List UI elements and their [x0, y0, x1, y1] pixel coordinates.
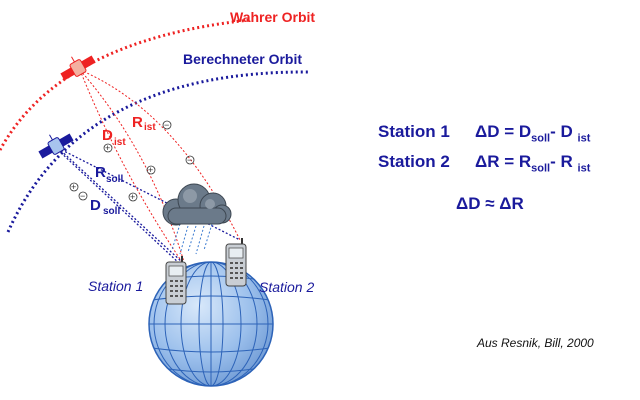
station-2-label: Station 2	[259, 279, 314, 295]
svg-text:R: R	[95, 164, 106, 181]
charge-signs	[69, 120, 195, 202]
formula-station-1: Station 1 ΔD = Dsoll- D ist	[378, 122, 591, 145]
svg-text:ist: ist	[144, 122, 156, 133]
cloud-icon	[162, 183, 232, 255]
station-1-label: Station 1	[88, 278, 143, 294]
station-2-phone-icon	[225, 238, 247, 287]
r-ist-label: R ist	[132, 114, 156, 133]
true-orbit-path	[0, 18, 251, 151]
d-soll-label: D soll	[90, 197, 120, 217]
minus-sign: −	[80, 191, 85, 201]
plus-sign: +	[130, 192, 135, 202]
svg-text:D: D	[102, 127, 113, 144]
svg-text:ist: ist	[114, 137, 126, 148]
formula-approx: ΔD ≈ ΔR	[456, 194, 524, 213]
earth-globe	[148, 261, 274, 387]
computed-range-lines	[57, 147, 241, 265]
plus-sign: +	[105, 143, 110, 153]
computed-orbit-path	[6, 70, 311, 233]
svg-text:soll: soll	[103, 206, 120, 217]
formula-station-1-name: Station 1	[378, 122, 450, 141]
minus-sign: −	[187, 155, 192, 165]
station-1-phone-icon	[165, 256, 187, 305]
charge-sign-text: − + + − + − +	[71, 120, 192, 202]
formula-station-2-name: Station 2	[378, 152, 450, 171]
true-range-lines	[79, 69, 241, 263]
computed-orbit-label: Berechneter Orbit	[183, 51, 302, 67]
true-satellite-icon	[60, 55, 96, 81]
source-citation: Aus Resnik, Bill, 2000	[477, 336, 594, 350]
true-orbit-label: Wahrer Orbit	[230, 9, 315, 25]
minus-sign: −	[164, 120, 169, 130]
svg-text:D: D	[90, 197, 101, 214]
svg-text:R: R	[132, 114, 143, 131]
computed-satellite-icon	[38, 133, 74, 159]
formula-station-2: Station 2 ΔR = Rsoll- R ist	[378, 152, 591, 175]
r-soll-label: R soll	[95, 164, 123, 185]
plus-sign: +	[71, 182, 76, 192]
plus-sign: +	[148, 165, 153, 175]
d-ist-label: D ist	[102, 127, 126, 148]
svg-text:soll: soll	[106, 174, 123, 185]
